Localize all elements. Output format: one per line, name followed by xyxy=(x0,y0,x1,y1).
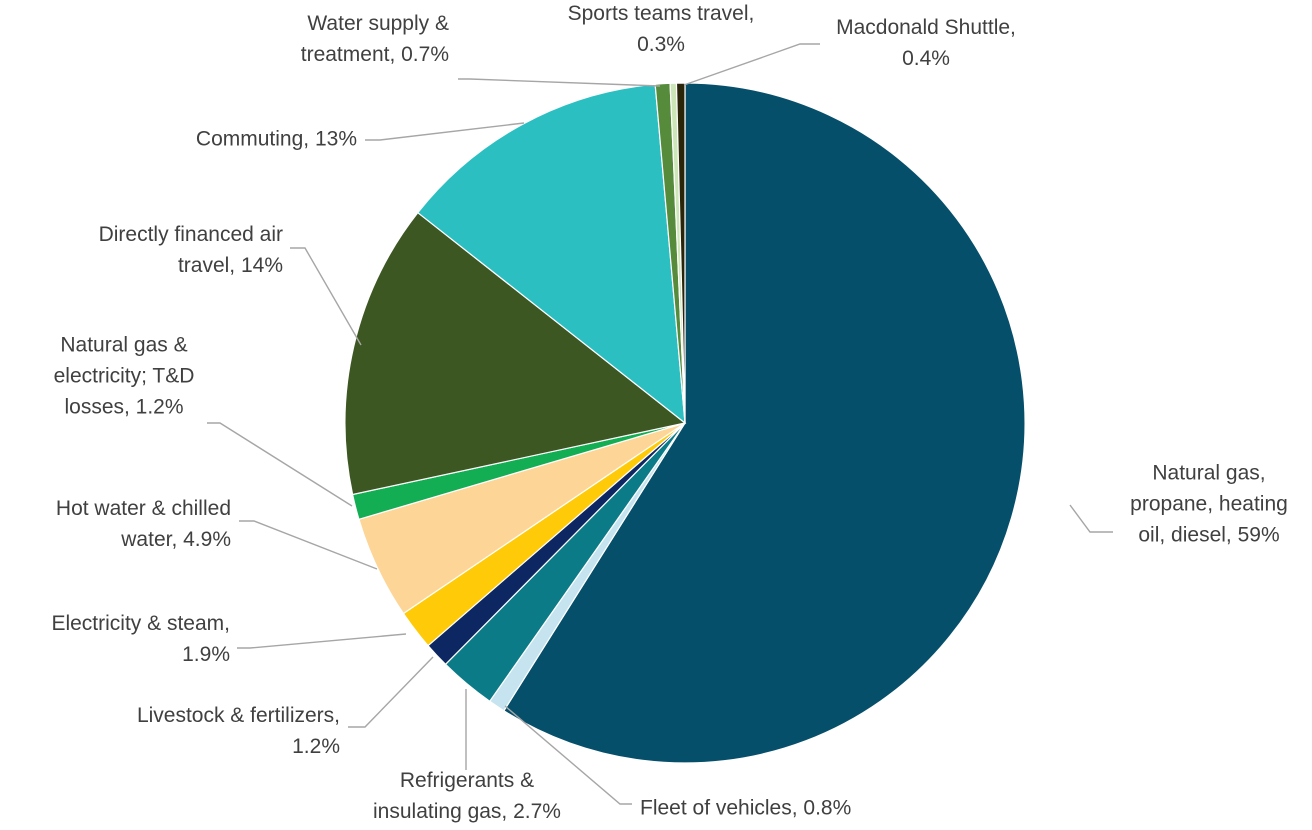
data-label-7: Natural gas & electricity; T&D losses, 1.2… xyxy=(54,334,195,419)
data-label-line: Hot water & chilled xyxy=(56,497,231,520)
data-label-line: oil, diesel, 59% xyxy=(1138,524,1279,547)
leader-line-2 xyxy=(504,705,632,805)
data-label-line: travel, 14% xyxy=(178,254,283,277)
data-label-line: Natural gas, xyxy=(1152,462,1265,485)
data-label-line: propane, heating xyxy=(1130,493,1288,516)
data-label-line: 1.9% xyxy=(182,643,230,666)
data-label-line: insulating gas, 2.7% xyxy=(373,800,561,823)
leader-line-10 xyxy=(458,78,661,87)
data-label-line: Livestock & fertilizers, xyxy=(137,704,340,727)
data-labels: Natural gas, propane, heating oil, diesel,… xyxy=(51,2,1287,823)
data-label-line: Refrigerants & xyxy=(400,769,534,792)
leader-line-8 xyxy=(290,247,362,346)
data-label-6: Hot water & chilled water, 4.9% xyxy=(56,497,231,551)
data-label-line: 0.4% xyxy=(902,47,950,70)
data-label-2: Fleet of vehicles, 0.8% xyxy=(640,797,851,820)
data-label-10: Water supply & treatment, 0.7% xyxy=(301,12,449,66)
pie-slice-9 xyxy=(417,83,686,425)
data-label-line: Macdonald Shuttle, xyxy=(836,16,1016,39)
data-label-5: Electricity & steam, 1.9% xyxy=(51,612,230,666)
data-label-8: Directly financed air travel, 14% xyxy=(99,223,283,277)
data-label-1: Natural gas, propane, heating oil, diesel,… xyxy=(1130,462,1288,547)
leader-line-4 xyxy=(348,656,434,728)
leader-line-12 xyxy=(683,43,820,86)
pie-slice-8 xyxy=(344,211,687,496)
data-label-line: Commuting, 13% xyxy=(196,128,357,151)
data-label-4: Livestock & fertilizers, 1.2% xyxy=(137,704,340,758)
data-label-line: water, 4.9% xyxy=(120,528,231,551)
leader-line-1 xyxy=(1069,504,1113,533)
data-label-line: 1.2% xyxy=(292,735,340,758)
data-label-12: Macdonald Shuttle, 0.4% xyxy=(836,16,1016,70)
data-label-11: Sports teams travel, 0.3% xyxy=(568,2,755,56)
leader-line-7 xyxy=(207,422,353,507)
data-label-line: Natural gas & xyxy=(60,334,187,357)
data-label-line: Sports teams travel, xyxy=(568,2,755,25)
data-label-line: Fleet of vehicles, 0.8% xyxy=(640,797,851,820)
data-label-line: Water supply & xyxy=(307,12,449,35)
data-label-line: losses, 1.2% xyxy=(64,396,183,419)
pie-slice-1 xyxy=(503,82,1026,764)
data-label-3: Refrigerants & insulating gas, 2.7% xyxy=(373,769,561,823)
data-label-line: Electricity & steam, xyxy=(51,612,230,635)
data-label-line: 0.3% xyxy=(637,33,685,56)
data-label-line: electricity; T&D xyxy=(54,365,195,388)
leader-lines xyxy=(207,43,1113,805)
data-label-9: Commuting, 13% xyxy=(196,128,357,151)
leader-line-9 xyxy=(365,122,525,141)
pie-slice-12 xyxy=(675,82,686,424)
leader-line-5 xyxy=(237,633,407,649)
pie-slices xyxy=(344,82,1026,764)
data-label-line: treatment, 0.7% xyxy=(301,43,449,66)
data-label-line: Directly financed air xyxy=(99,223,283,246)
leader-line-6 xyxy=(239,520,378,570)
